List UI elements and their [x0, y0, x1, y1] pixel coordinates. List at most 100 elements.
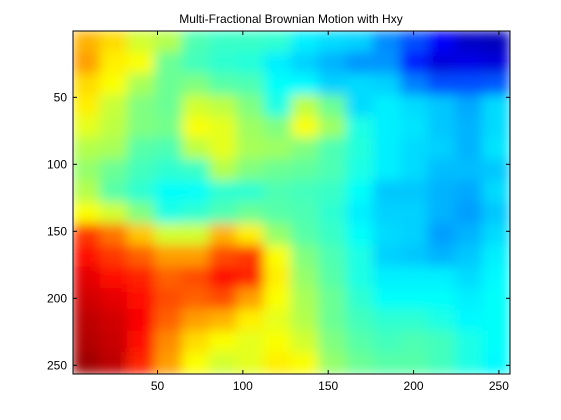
heatmap-cell — [372, 266, 402, 289]
heatmap-cell — [427, 223, 456, 246]
heatmap-cell — [318, 159, 347, 182]
heatmap-cell — [318, 244, 347, 268]
heatmap-cell — [236, 223, 265, 246]
y-tick-label: 250 — [47, 358, 67, 372]
heatmap-cell — [427, 244, 456, 268]
heatmap-cell — [181, 266, 211, 289]
heatmap-cell — [127, 202, 156, 225]
heatmap-cell — [209, 116, 238, 139]
heatmap-cell — [99, 223, 129, 246]
heatmap-cell — [154, 137, 183, 161]
heatmap-cell — [400, 31, 429, 53]
heatmap-cell — [400, 73, 429, 96]
heatmap-cell — [372, 287, 402, 311]
heatmap-cell — [73, 266, 101, 289]
heatmap-cell — [482, 223, 510, 246]
heatmap-cell — [372, 159, 402, 182]
heatmap-cell — [400, 309, 429, 332]
heatmap-cell — [209, 223, 238, 246]
heatmap-cell — [73, 202, 101, 225]
heatmap-cell — [400, 137, 429, 161]
heatmap-cell — [263, 180, 292, 203]
heatmap-cell — [154, 31, 183, 53]
x-tick-label: 100 — [233, 379, 253, 393]
heatmap-cell — [400, 51, 429, 75]
heatmap-cell — [454, 137, 484, 161]
heatmap-cell — [236, 352, 265, 374]
heatmap-cell — [99, 51, 129, 75]
y-tick-label: 150 — [47, 224, 67, 238]
heatmap-cell — [291, 116, 320, 139]
heatmap-cell — [73, 223, 101, 246]
heatmap-cell — [454, 94, 484, 118]
heatmap-cell — [482, 330, 510, 354]
heatmap-cell — [318, 352, 347, 374]
heatmap-cell — [454, 51, 484, 75]
heatmap-cell — [181, 116, 211, 139]
heatmap-cell — [236, 309, 265, 332]
heatmap-cell — [209, 180, 238, 203]
heatmap-cell — [127, 266, 156, 289]
heatmap-cell — [482, 51, 510, 75]
heatmap-cell — [482, 116, 510, 139]
heatmap-cell — [291, 180, 320, 203]
heatmap-cell — [372, 116, 402, 139]
heatmap-cell — [454, 309, 484, 332]
heatmap-cell — [482, 31, 510, 53]
heatmap-cell — [291, 266, 320, 289]
heatmap-cell — [154, 202, 183, 225]
heatmap-cell — [345, 287, 374, 311]
heatmap-cell — [372, 309, 402, 332]
heatmap-cell — [427, 31, 456, 53]
heatmap-cell — [318, 287, 347, 311]
heatmap-cell — [236, 330, 265, 354]
heatmap-cell — [99, 137, 129, 161]
heatmap-cell — [209, 159, 238, 182]
heatmap-cell — [427, 94, 456, 118]
heatmap-cell — [263, 94, 292, 118]
heatmap-cell — [209, 309, 238, 332]
heatmap-cell — [127, 159, 156, 182]
heatmap-cell — [236, 137, 265, 161]
heatmap-cell — [345, 51, 374, 75]
heatmap-cell — [73, 31, 101, 53]
heatmap-cell — [345, 180, 374, 203]
heatmap-cell — [291, 330, 320, 354]
heatmap-cell — [99, 309, 129, 332]
heatmap-cell — [400, 223, 429, 246]
heatmap-cell — [291, 223, 320, 246]
heatmap-cell — [291, 159, 320, 182]
heatmap-cell — [73, 330, 101, 354]
heatmap-cell — [236, 180, 265, 203]
heatmap-cell — [482, 266, 510, 289]
heatmap-cell — [427, 330, 456, 354]
heatmap-cell — [73, 244, 101, 268]
heatmap-cell — [482, 73, 510, 96]
heatmap-cell — [181, 137, 211, 161]
heatmap-cell — [154, 266, 183, 289]
heatmap-cell — [427, 287, 456, 311]
heatmap-cell — [99, 266, 129, 289]
heatmap-cell — [73, 51, 101, 75]
heatmap-cell — [291, 73, 320, 96]
heatmap-cell — [291, 202, 320, 225]
heatmap-cell — [154, 51, 183, 75]
heatmap-cell — [345, 73, 374, 96]
heatmap-cell — [318, 137, 347, 161]
heatmap-cell — [181, 352, 211, 374]
heatmap-cell — [236, 159, 265, 182]
heatmap-cell — [181, 309, 211, 332]
heatmap-cell — [73, 73, 101, 96]
heatmap-cell — [73, 94, 101, 118]
heatmap-cell — [454, 31, 484, 53]
heatmap-cell — [236, 202, 265, 225]
heatmap-cell — [181, 330, 211, 354]
heatmap-cell — [482, 352, 510, 374]
heatmap-cell — [181, 51, 211, 75]
heatmap-cell — [318, 73, 347, 96]
heatmap-cell — [181, 202, 211, 225]
heatmap-cell — [263, 51, 292, 75]
heatmap-cell — [127, 287, 156, 311]
heatmap-cell — [73, 352, 101, 374]
